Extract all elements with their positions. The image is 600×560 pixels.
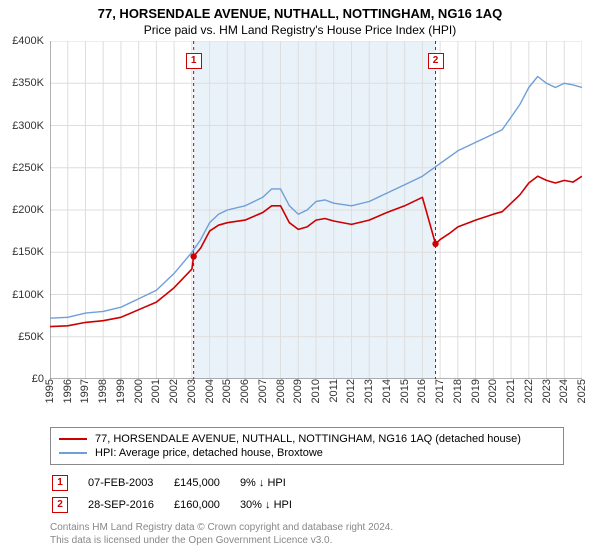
- sale-row-badge: 1: [52, 475, 68, 491]
- sale-price: £145,000: [174, 473, 238, 493]
- x-tick-label: 2023: [541, 379, 553, 403]
- sale-date: 07-FEB-2003: [88, 473, 172, 493]
- x-tick-label: 2020: [487, 379, 499, 403]
- sale-marker-badge: 2: [428, 53, 444, 69]
- x-tick-label: 2002: [168, 379, 180, 403]
- table-row: 1 07-FEB-2003£145,0009% ↓ HPI: [52, 473, 310, 493]
- x-tick-label: 2000: [133, 379, 145, 403]
- chart-subtitle: Price paid vs. HM Land Registry's House …: [0, 21, 600, 41]
- line-chart: [50, 41, 582, 379]
- x-tick-label: 2011: [328, 379, 340, 403]
- x-tick-label: 2008: [275, 379, 287, 403]
- legend-swatch: [59, 438, 87, 440]
- legend: 77, HORSENDALE AVENUE, NUTHALL, NOTTINGH…: [50, 427, 564, 465]
- x-tick-label: 2005: [221, 379, 233, 403]
- y-tick-label: £300K: [12, 120, 44, 132]
- legend-label: 77, HORSENDALE AVENUE, NUTHALL, NOTTINGH…: [95, 433, 521, 445]
- x-tick-label: 2017: [434, 379, 446, 403]
- x-tick-label: 2001: [150, 379, 162, 403]
- footnote-line2: This data is licensed under the Open Gov…: [50, 535, 332, 546]
- x-tick-label: 2014: [381, 379, 393, 403]
- sale-delta: 9% ↓ HPI: [240, 473, 310, 493]
- x-tick-label: 2016: [416, 379, 428, 403]
- sale-marker-badge: 1: [186, 53, 202, 69]
- x-axis-labels: 1995199619971998199920002001200220032004…: [50, 379, 582, 427]
- sales-table: 1 07-FEB-2003£145,0009% ↓ HPI 2 28-SEP-2016…: [50, 471, 312, 517]
- x-tick-label: 1996: [62, 379, 74, 403]
- y-tick-label: £50K: [18, 331, 44, 343]
- y-tick-label: £150K: [12, 246, 44, 258]
- x-tick-label: 2007: [257, 379, 269, 403]
- legend-label: HPI: Average price, detached house, Brox…: [95, 447, 323, 459]
- y-tick-label: £200K: [12, 204, 44, 216]
- x-tick-label: 2010: [310, 379, 322, 403]
- x-tick-label: 2003: [186, 379, 198, 403]
- x-tick-label: 1999: [115, 379, 127, 403]
- x-tick-label: 2018: [452, 379, 464, 403]
- sale-price: £160,000: [174, 495, 238, 515]
- x-tick-label: 2021: [505, 379, 517, 403]
- chart-title: 77, HORSENDALE AVENUE, NUTHALL, NOTTINGH…: [0, 0, 600, 21]
- footnote-line1: Contains HM Land Registry data © Crown c…: [50, 522, 393, 533]
- sale-delta: 30% ↓ HPI: [240, 495, 310, 515]
- x-tick-label: 2012: [345, 379, 357, 403]
- y-tick-label: £100K: [12, 289, 44, 301]
- sale-date: 28-SEP-2016: [88, 495, 172, 515]
- x-tick-label: 2015: [399, 379, 411, 403]
- x-tick-label: 2006: [239, 379, 251, 403]
- x-tick-label: 2022: [523, 379, 535, 403]
- x-tick-label: 1998: [97, 379, 109, 403]
- x-tick-label: 2019: [470, 379, 482, 403]
- y-tick-label: £350K: [12, 77, 44, 89]
- sale-row-badge: 2: [52, 497, 68, 513]
- x-tick-label: 2009: [292, 379, 304, 403]
- y-tick-label: £250K: [12, 162, 44, 174]
- y-tick-label: £400K: [12, 35, 44, 47]
- legend-item: 77, HORSENDALE AVENUE, NUTHALL, NOTTINGH…: [59, 432, 555, 446]
- legend-item: HPI: Average price, detached house, Brox…: [59, 446, 555, 460]
- x-tick-label: 1995: [44, 379, 56, 403]
- table-row: 2 28-SEP-2016£160,00030% ↓ HPI: [52, 495, 310, 515]
- x-tick-label: 2024: [558, 379, 570, 403]
- footnote: Contains HM Land Registry data © Crown c…: [50, 521, 564, 547]
- x-tick-label: 2004: [204, 379, 216, 403]
- x-tick-label: 1997: [79, 379, 91, 403]
- legend-swatch: [59, 452, 87, 454]
- x-tick-label: 2025: [576, 379, 588, 403]
- chart-area: £0£50K£100K£150K£200K£250K£300K£350K£400…: [50, 41, 582, 379]
- x-tick-label: 2013: [363, 379, 375, 403]
- y-tick-label: £0: [32, 373, 44, 385]
